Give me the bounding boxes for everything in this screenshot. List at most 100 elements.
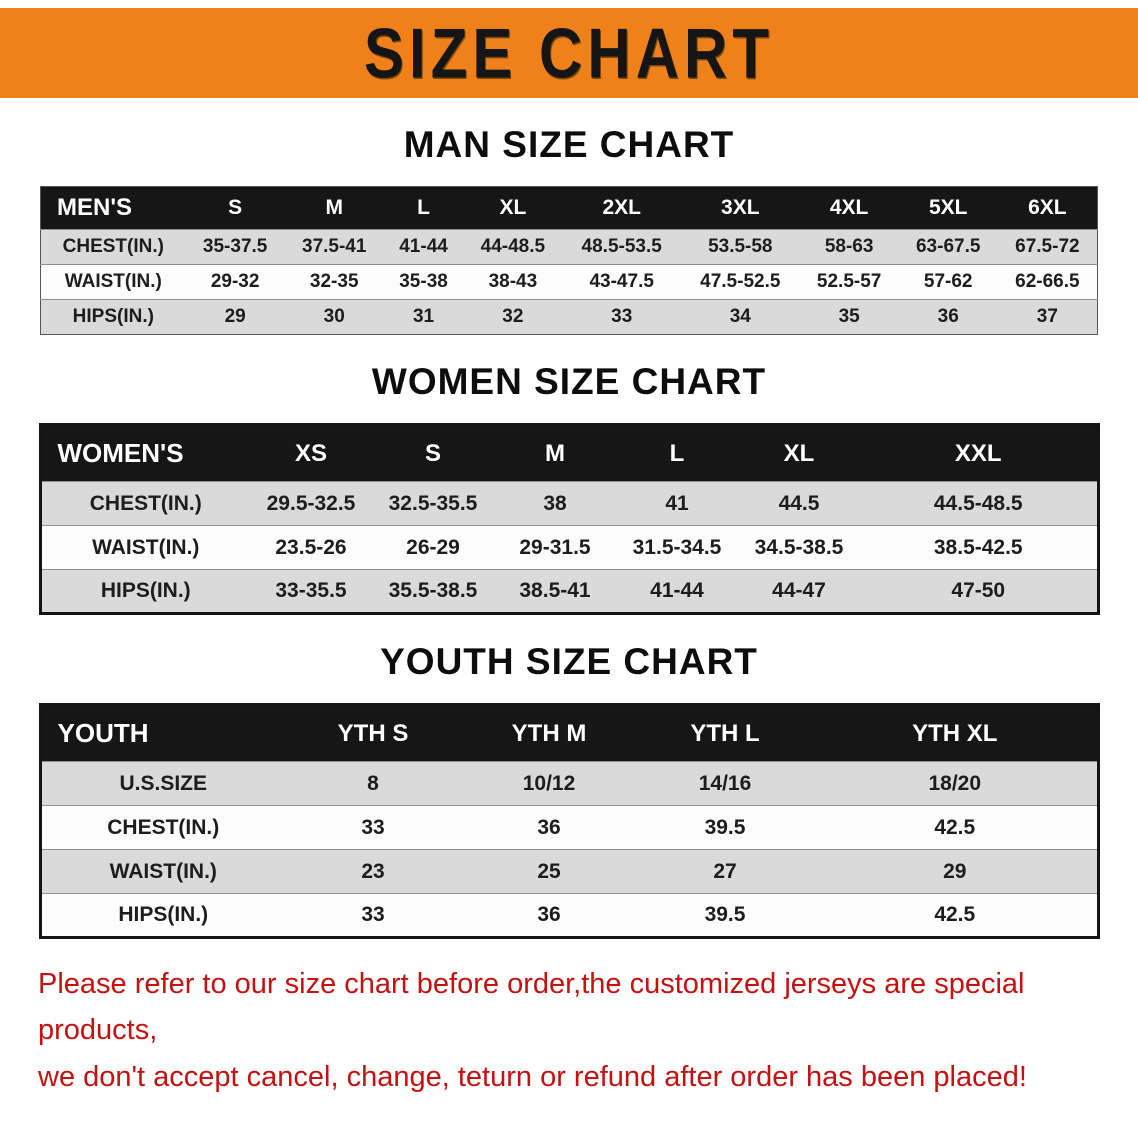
data-cell: 30	[323, 306, 345, 327]
header-cell: XL	[463, 186, 563, 230]
table-row: WAIST(IN.) 23 25 27 29	[40, 849, 1098, 894]
table-row: CHEST(IN.) 33 36 39.5 42.5	[40, 805, 1098, 850]
youth-size-table: YOUTH YTH S YTH M YTH L YTH XL U.S.SIZE …	[38, 703, 1100, 939]
men-chart-heading: MAN SIZE CHART	[403, 124, 735, 165]
data-cell: 14/16	[698, 771, 752, 795]
data-cell: 23	[361, 859, 385, 883]
data-cell: 32.5-35.5	[388, 491, 478, 515]
data-cell: 38.5-42.5	[933, 535, 1023, 559]
footer-note: Please refer to our size chart before or…	[38, 961, 1100, 1100]
data-cell: 10/12	[522, 771, 576, 795]
data-cell: 35	[838, 306, 860, 327]
size-chart-banner: SIZE CHART	[0, 8, 1138, 98]
men-size-table: MEN'S S M L XL 2XL 3XL 4XL 5XL 6XL CHEST…	[40, 186, 1098, 335]
data-cell: 31	[412, 306, 435, 327]
header-cell: YTH S	[285, 704, 461, 762]
table-row: CHEST(IN.) 29.5-32.5 32.5-35.5 38 41 44.…	[40, 481, 1098, 526]
header-cell: 5XL	[898, 186, 998, 230]
data-cell: 33	[361, 815, 385, 839]
data-cell: 33	[361, 903, 385, 926]
data-cell: 29-31.5	[519, 535, 591, 559]
row-label-cell: WAIST(IN.)	[92, 535, 200, 559]
row-label-cell: HIPS(IN.)	[118, 903, 209, 926]
header-cell: L	[616, 424, 738, 482]
youth-corner-header: YOUTH	[40, 704, 285, 762]
row-label-cell: U.S.SIZE	[119, 771, 208, 795]
data-cell: 34	[729, 306, 751, 327]
row-label-cell: WAIST(IN.)	[64, 271, 162, 292]
data-cell: 18/20	[928, 771, 982, 795]
row-label-cell: CHEST(IN.)	[62, 236, 164, 257]
women-chart-heading: WOMEN SIZE CHART	[371, 361, 767, 402]
data-cell: 36	[537, 815, 561, 839]
data-cell: 42.5	[934, 903, 976, 926]
row-label-cell: CHEST(IN.)	[107, 815, 220, 839]
men-size-chart-section: MAN SIZE CHART MEN'S S M L XL 2XL 3XL 4X…	[0, 124, 1138, 335]
header-cell: 2XL	[562, 186, 681, 230]
data-cell: 62-66.5	[1015, 271, 1080, 292]
data-cell: 34.5-38.5	[754, 535, 844, 559]
women-size-table: WOMEN'S XS S M L XL XXL CHEST(IN.) 29.5-…	[38, 423, 1100, 615]
data-cell: 58-63	[824, 236, 874, 257]
youth-size-chart-section: YOUTH SIZE CHART YOUTH YTH S YTH M YTH L…	[0, 641, 1138, 939]
data-cell: 33	[611, 306, 633, 327]
data-cell: 43-47.5	[589, 271, 654, 292]
data-cell: 39.5	[704, 815, 746, 839]
data-cell: 63-67.5	[915, 236, 981, 257]
data-cell: 8	[367, 771, 379, 795]
row-label-cell: HIPS(IN.)	[72, 306, 154, 327]
header-cell: 6XL	[997, 186, 1098, 230]
data-cell: 57-62	[923, 271, 973, 292]
women-header-row: WOMEN'S XS S M L XL XXL	[40, 424, 1098, 482]
banner-title: SIZE CHART	[364, 13, 774, 93]
women-corner-header: WOMEN'S	[40, 424, 250, 482]
header-cell: 4XL	[799, 186, 899, 230]
women-size-chart-section: WOMEN SIZE CHART WOMEN'S XS S M L XL XXL…	[0, 361, 1138, 615]
table-row: WAIST(IN.) 23.5-26 26-29 29-31.5 31.5-34…	[40, 525, 1098, 570]
data-cell: 36	[537, 903, 561, 926]
data-cell: 32	[502, 306, 524, 327]
men-corner-header: MEN'S	[40, 186, 186, 230]
data-cell: 53.5-58	[708, 236, 773, 257]
data-cell: 33-35.5	[275, 579, 347, 602]
data-cell: 44-47	[772, 579, 826, 602]
table-row: HIPS(IN.) 33-35.5 35.5-38.5 38.5-41 41-4…	[40, 569, 1098, 614]
header-cell: 3XL	[681, 186, 800, 230]
table-row: HIPS(IN.) 29 30 31 32 33 34 35 36 37	[40, 299, 1098, 335]
data-cell: 31.5-34.5	[632, 535, 722, 559]
data-cell: 38-43	[488, 271, 538, 292]
data-cell: 52.5-57	[816, 271, 882, 292]
data-cell: 27	[713, 859, 737, 883]
data-cell: 42.5	[934, 815, 976, 839]
data-cell: 41	[665, 491, 689, 515]
row-label-cell: CHEST(IN.)	[89, 491, 202, 515]
data-cell: 67.5-72	[1015, 236, 1080, 257]
data-cell: 47.5-52.5	[700, 271, 781, 292]
data-cell: 23.5-26	[275, 535, 347, 559]
row-label-cell: HIPS(IN.)	[100, 579, 191, 602]
data-cell: 37	[1036, 306, 1058, 327]
header-cell: S	[185, 186, 285, 230]
data-cell: 48.5-53.5	[581, 236, 662, 257]
header-cell: YTH M	[461, 704, 637, 762]
men-header-row: MEN'S S M L XL 2XL 3XL 4XL 5XL 6XL	[40, 186, 1098, 230]
header-cell: YTH XL	[813, 704, 1098, 762]
header-cell: S	[372, 424, 494, 482]
data-cell: 35-38	[399, 271, 448, 292]
table-row: U.S.SIZE 8 10/12 14/16 18/20	[40, 761, 1098, 806]
table-row: HIPS(IN.) 33 36 39.5 42.5	[40, 893, 1098, 938]
data-cell: 44-48.5	[480, 236, 546, 257]
data-cell: 41-44	[650, 579, 704, 602]
data-cell: 41-44	[399, 236, 448, 257]
data-cell: 29.5-32.5	[266, 491, 356, 515]
data-cell: 36	[937, 306, 959, 327]
data-cell: 29	[224, 306, 246, 327]
data-cell: 39.5	[704, 903, 746, 926]
data-cell: 37.5-41	[302, 236, 367, 257]
data-cell: 38.5-41	[519, 579, 591, 602]
data-cell: 44.5	[778, 491, 820, 515]
data-cell: 25	[537, 859, 561, 883]
data-cell: 35-37.5	[202, 236, 268, 257]
footer-note-line2: we don't accept cancel, change, teturn o…	[38, 1060, 1027, 1093]
table-row: WAIST(IN.) 29-32 32-35 35-38 38-43 43-47…	[40, 264, 1098, 300]
